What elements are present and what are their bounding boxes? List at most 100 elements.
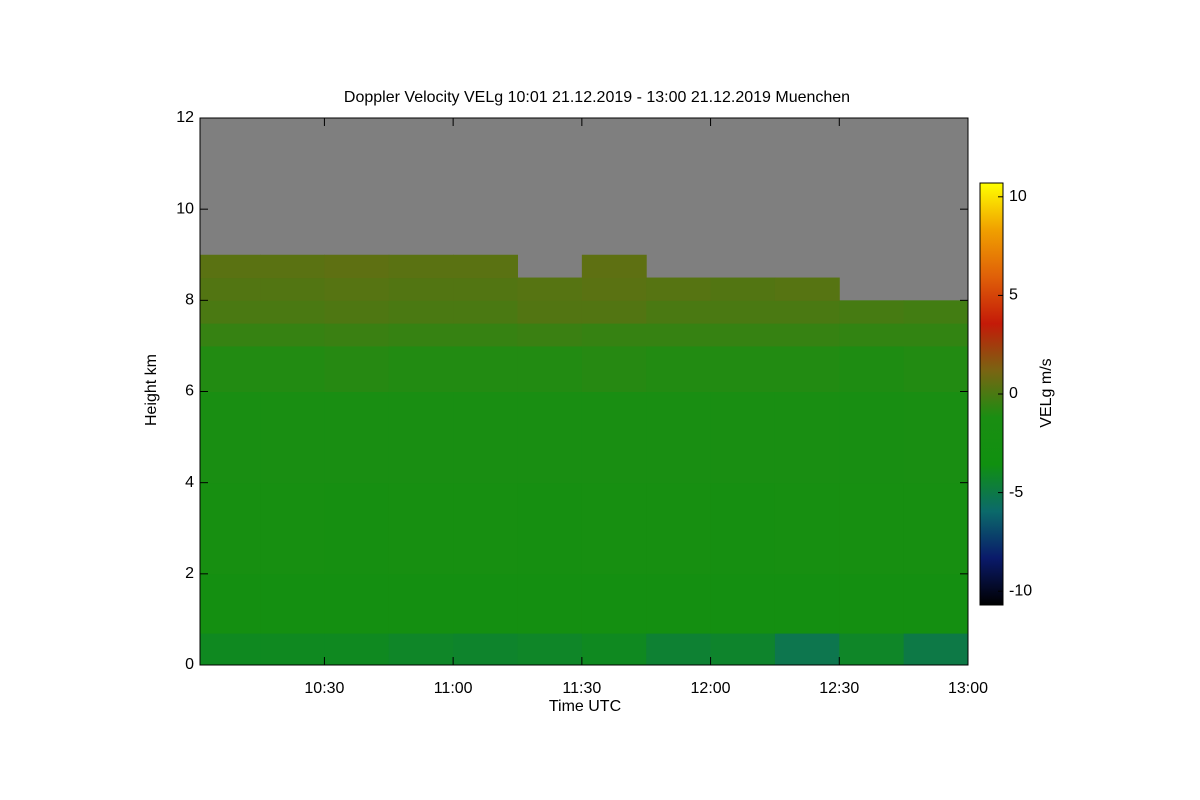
heat-cell bbox=[839, 323, 905, 347]
heat-cell bbox=[324, 391, 390, 484]
heat-cell bbox=[646, 633, 712, 666]
heat-cell bbox=[200, 254, 261, 279]
y-tick-label: 10 bbox=[176, 200, 194, 217]
heat-cell bbox=[517, 573, 583, 634]
heat-cell bbox=[581, 323, 647, 347]
heat-cell bbox=[517, 482, 583, 575]
heat-cell bbox=[200, 277, 261, 301]
y-tick-label: 6 bbox=[185, 383, 194, 400]
heat-cell bbox=[517, 323, 583, 347]
heat-cell bbox=[388, 573, 454, 634]
heat-cell bbox=[839, 345, 905, 392]
heat-cell bbox=[260, 573, 325, 634]
heat-cell bbox=[388, 345, 454, 392]
heat-cell bbox=[453, 345, 518, 392]
heat-cell bbox=[774, 482, 840, 575]
heat-cell bbox=[324, 345, 390, 392]
colorbar-tick-label: 10 bbox=[1009, 188, 1027, 205]
heat-cell bbox=[581, 633, 647, 666]
x-axis-label: Time UTC bbox=[549, 698, 621, 715]
heat-cell bbox=[388, 300, 454, 324]
heat-cell bbox=[453, 323, 518, 347]
heat-cell bbox=[200, 300, 261, 324]
heat-cell bbox=[646, 277, 712, 301]
chart-title: Doppler Velocity VELg 10:01 21.12.2019 -… bbox=[344, 89, 850, 106]
heat-cell bbox=[646, 482, 712, 575]
heat-cell bbox=[200, 573, 261, 634]
heat-cell bbox=[324, 633, 390, 666]
y-tick-label: 0 bbox=[185, 656, 194, 673]
heat-cell bbox=[839, 573, 905, 634]
heat-cell bbox=[903, 323, 969, 347]
heat-cell bbox=[774, 277, 840, 301]
heat-cell bbox=[774, 391, 840, 484]
heat-cell bbox=[324, 482, 390, 575]
heat-cell bbox=[260, 323, 325, 347]
heat-cell bbox=[903, 573, 969, 634]
colorbar-tick-label: 5 bbox=[1009, 287, 1018, 304]
heat-cell bbox=[388, 254, 454, 279]
heat-cell bbox=[200, 482, 261, 575]
heat-cell bbox=[581, 254, 647, 279]
heat-cell bbox=[388, 323, 454, 347]
heat-cell bbox=[903, 633, 969, 666]
heat-cell bbox=[710, 633, 776, 666]
heat-cell bbox=[839, 633, 905, 666]
heat-cell bbox=[324, 323, 390, 347]
heat-cell bbox=[388, 482, 454, 575]
heat-cell bbox=[200, 323, 261, 347]
heat-cell bbox=[581, 482, 647, 575]
heat-cell bbox=[324, 254, 390, 279]
colorbar-label: VELg m/s bbox=[1038, 358, 1055, 427]
heat-cell bbox=[200, 391, 261, 484]
x-tick-label: 13:00 bbox=[948, 680, 988, 697]
heat-cell bbox=[388, 277, 454, 301]
heat-cell bbox=[710, 277, 776, 301]
heat-cell bbox=[517, 633, 583, 666]
heat-cell bbox=[839, 482, 905, 575]
heat-cell bbox=[260, 254, 325, 279]
heat-cell bbox=[388, 391, 454, 484]
y-tick-label: 12 bbox=[176, 109, 194, 126]
heat-cell bbox=[517, 277, 583, 301]
heat-cell bbox=[517, 345, 583, 392]
y-tick-label: 4 bbox=[185, 474, 194, 491]
heat-cell bbox=[324, 573, 390, 634]
heat-cell bbox=[774, 345, 840, 392]
heat-cell bbox=[453, 391, 518, 484]
x-tick-label: 11:30 bbox=[562, 680, 601, 697]
x-tick-label: 11:00 bbox=[434, 680, 473, 697]
heat-cell bbox=[517, 300, 583, 324]
heat-cell bbox=[646, 345, 712, 392]
heat-cell bbox=[453, 482, 518, 575]
heat-cell bbox=[774, 633, 840, 666]
heat-cell bbox=[774, 323, 840, 347]
y-tick-label: 2 bbox=[185, 565, 194, 582]
heat-cell bbox=[646, 391, 712, 484]
heat-cell bbox=[839, 391, 905, 484]
colorbar-tick-label: -5 bbox=[1009, 484, 1023, 501]
heat-cell bbox=[903, 345, 969, 392]
heat-cell bbox=[646, 573, 712, 634]
x-tick-label: 10:30 bbox=[304, 680, 344, 697]
heat-cell bbox=[260, 300, 325, 324]
heat-cell bbox=[903, 300, 969, 324]
heat-cell bbox=[453, 633, 518, 666]
heat-cell bbox=[710, 300, 776, 324]
heat-cell bbox=[517, 391, 583, 484]
heat-cell bbox=[839, 300, 905, 324]
heat-cell bbox=[581, 277, 647, 301]
x-tick-label: 12:30 bbox=[819, 680, 859, 697]
heat-cell bbox=[581, 391, 647, 484]
heat-cell bbox=[710, 323, 776, 347]
heat-cell bbox=[260, 345, 325, 392]
colorbar-tick-label: 0 bbox=[1009, 385, 1018, 402]
heat-cell bbox=[324, 300, 390, 324]
heat-cell bbox=[581, 573, 647, 634]
heat-cell bbox=[581, 300, 647, 324]
heat-cell bbox=[646, 323, 712, 347]
heat-cell bbox=[710, 345, 776, 392]
heat-cell bbox=[200, 633, 261, 666]
heat-cell bbox=[774, 573, 840, 634]
